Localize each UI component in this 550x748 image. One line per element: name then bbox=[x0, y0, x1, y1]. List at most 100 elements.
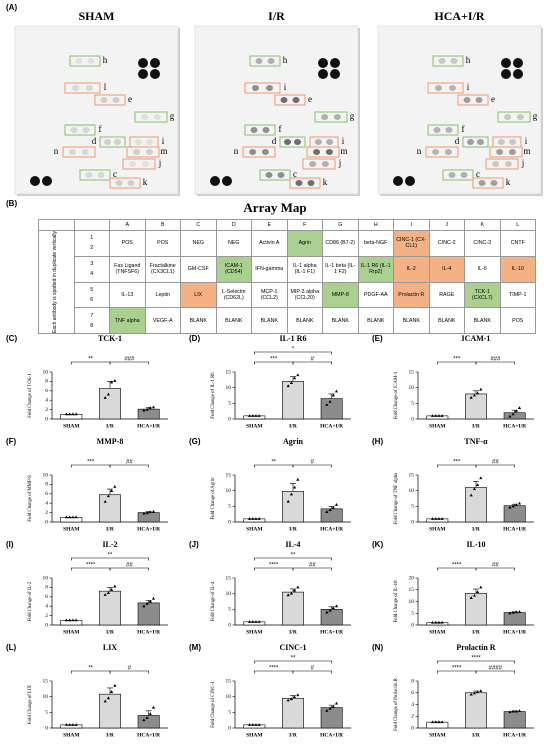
array-spot bbox=[497, 139, 505, 145]
array-spot bbox=[294, 139, 301, 145]
data-point bbox=[472, 487, 476, 491]
bar bbox=[60, 516, 83, 523]
y-tick-label: 6 bbox=[411, 690, 414, 696]
array-spot bbox=[133, 149, 141, 155]
spot-label: h bbox=[466, 55, 471, 65]
significance-label: **** bbox=[471, 656, 481, 662]
reference-spot bbox=[222, 176, 232, 186]
data-point bbox=[434, 620, 438, 624]
spot-box bbox=[432, 55, 464, 67]
y-axis-label: Fold Change of IL-1 R6 bbox=[211, 372, 216, 419]
y-tick-label: 10 bbox=[409, 488, 415, 494]
y-tick-label: 6 bbox=[45, 491, 48, 497]
spot-label: l bbox=[104, 82, 107, 92]
data-point bbox=[296, 373, 300, 377]
data-point bbox=[296, 477, 300, 481]
data-point bbox=[286, 499, 290, 503]
chart-title: Agrin bbox=[283, 437, 304, 446]
array-spot bbox=[261, 149, 269, 155]
bar bbox=[282, 381, 304, 420]
y-tick-label: 15 bbox=[409, 587, 415, 593]
bar bbox=[99, 590, 121, 626]
y-tick-label: 20 bbox=[409, 575, 415, 581]
data-point bbox=[434, 414, 438, 417]
array-spot bbox=[448, 172, 456, 178]
data-point bbox=[74, 412, 78, 416]
y-tick-label: 0 bbox=[45, 519, 48, 525]
array-spot bbox=[72, 85, 79, 91]
significance-label: ## bbox=[309, 563, 316, 569]
array-spot bbox=[463, 97, 471, 103]
spot-box bbox=[64, 82, 101, 94]
reference-spot bbox=[210, 176, 220, 186]
row-number: 3 bbox=[90, 261, 94, 268]
x-tick-label: HCA+I/R bbox=[320, 629, 344, 635]
data-point bbox=[103, 499, 107, 503]
x-tick-label: HCA+I/R bbox=[320, 732, 344, 738]
data-point bbox=[517, 406, 522, 410]
data-point bbox=[325, 708, 329, 712]
data-point bbox=[511, 412, 515, 416]
y-tick-label: 5 bbox=[228, 607, 231, 613]
data-point bbox=[508, 611, 512, 615]
spot-box bbox=[462, 136, 489, 148]
spot-label: g bbox=[533, 111, 538, 121]
blot-title: I/R bbox=[268, 9, 285, 23]
y-axis-label: Fold Change of LIX bbox=[28, 684, 33, 724]
data-point bbox=[74, 723, 78, 726]
data-point bbox=[472, 593, 476, 597]
antibody-cell: Activin A bbox=[251, 230, 288, 257]
x-tick-label: SHAM bbox=[246, 423, 263, 429]
bar bbox=[137, 512, 160, 523]
table-title: Array Map bbox=[243, 200, 307, 215]
blot-title: HCA+I/R bbox=[434, 9, 485, 23]
x-tick-label: SHAM bbox=[63, 423, 80, 429]
array-spot bbox=[321, 161, 329, 167]
data-point bbox=[434, 720, 438, 724]
data-point bbox=[476, 590, 480, 594]
significance-label: ** bbox=[88, 357, 93, 363]
significance-label: ** bbox=[291, 553, 296, 559]
x-tick-label: HCA+I/R bbox=[320, 526, 344, 532]
panel-label: (M) bbox=[189, 643, 201, 652]
array-spot bbox=[450, 58, 458, 64]
array-spot bbox=[313, 149, 321, 155]
x-tick-label: I/R bbox=[289, 526, 298, 532]
array-spot bbox=[115, 180, 123, 186]
reference-spot bbox=[150, 69, 160, 79]
array-spot bbox=[81, 149, 89, 155]
data-point bbox=[148, 712, 152, 715]
y-tick-label: 10 bbox=[43, 369, 49, 375]
significance-label: ** bbox=[291, 656, 296, 662]
data-point bbox=[71, 412, 75, 416]
error-bar bbox=[473, 588, 479, 594]
data-point bbox=[476, 690, 480, 694]
antibody-cell: IL-4 bbox=[428, 255, 465, 283]
array-spot bbox=[295, 180, 303, 186]
array-spot bbox=[87, 58, 95, 64]
antibody-cell: RAGE bbox=[428, 281, 465, 309]
y-tick-label: 0 bbox=[45, 622, 48, 628]
spot-box bbox=[79, 169, 111, 181]
y-tick-label: 2 bbox=[411, 714, 414, 720]
x-tick-label: SHAM bbox=[63, 629, 80, 635]
spot-box bbox=[306, 146, 340, 158]
antibody-cell: IL-2 bbox=[393, 255, 430, 283]
spot-label: j bbox=[521, 158, 525, 168]
array-map: A B C D E F G H I J K L Each antibody is spotted in … bbox=[38, 219, 536, 335]
data-point bbox=[142, 408, 146, 412]
bar bbox=[503, 412, 526, 420]
antibody-cell: L-Selectin (CD62L) bbox=[215, 281, 252, 309]
reference-spot bbox=[330, 58, 340, 68]
y-tick-label: 2 bbox=[45, 510, 48, 516]
antibody-cell: CNTF bbox=[499, 230, 536, 257]
bar bbox=[282, 697, 304, 729]
array-spot bbox=[490, 180, 498, 186]
significance-label: *** bbox=[87, 460, 95, 466]
y-tick-label: 10 bbox=[226, 488, 232, 494]
data-point bbox=[325, 610, 329, 614]
array-spot bbox=[435, 85, 442, 91]
data-point bbox=[68, 412, 72, 416]
